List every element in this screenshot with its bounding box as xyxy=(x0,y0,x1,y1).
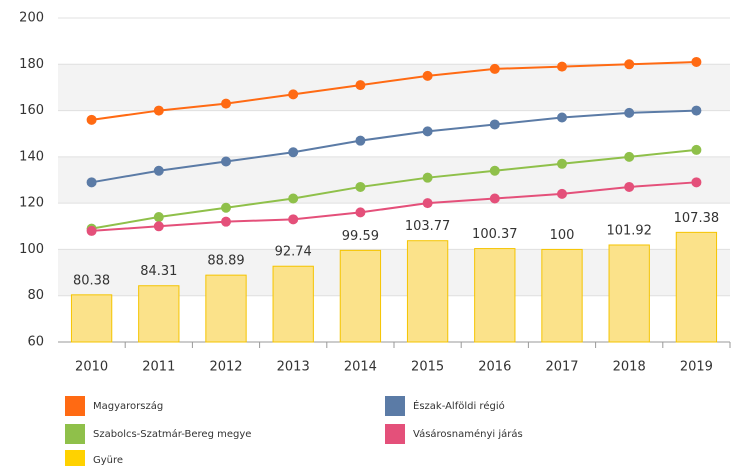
x-tick-label: 2019 xyxy=(680,360,713,375)
bar xyxy=(474,248,516,343)
line-point xyxy=(624,59,635,70)
x-tick-label: 2013 xyxy=(277,360,310,375)
y-tick-label: 80 xyxy=(27,288,44,303)
line-point xyxy=(86,177,97,188)
line-point xyxy=(221,202,231,213)
y-tick-label: 160 xyxy=(19,103,44,118)
line-point xyxy=(288,193,299,204)
line-point xyxy=(489,63,500,74)
line-point xyxy=(691,177,702,188)
line-point xyxy=(288,147,299,158)
bar xyxy=(70,294,113,343)
bar-value-label: 107.38 xyxy=(674,211,720,226)
bar xyxy=(138,285,180,343)
line-point xyxy=(86,225,97,236)
legend-swatch xyxy=(65,424,85,444)
legend-swatch xyxy=(385,424,405,444)
line-point xyxy=(153,105,164,116)
x-tick-label: 2017 xyxy=(545,360,578,375)
plot-band xyxy=(58,64,730,111)
line-point xyxy=(489,119,500,130)
bar-value-label: 103.77 xyxy=(405,219,451,234)
bar-value-label: 80.38 xyxy=(73,273,110,288)
legend-label: Magyarország xyxy=(93,400,163,412)
bar-value-label: 101.92 xyxy=(606,223,652,238)
legend-swatch xyxy=(65,396,85,416)
line-series xyxy=(91,148,697,230)
line-point xyxy=(355,181,366,192)
legend-label: Vásárosnaményi járás xyxy=(413,428,523,440)
bar-value-label: 100.37 xyxy=(472,227,518,242)
line-point xyxy=(355,80,366,91)
line-point xyxy=(624,181,635,192)
legend-label: Észak-Alföldi régió xyxy=(413,399,505,412)
line-series xyxy=(91,181,697,232)
line-point xyxy=(422,126,433,137)
y-tick-label: 180 xyxy=(19,57,44,72)
x-tick-label: 2010 xyxy=(75,360,108,375)
line-point xyxy=(355,207,366,218)
x-tick-label: 2011 xyxy=(142,360,175,375)
x-tick-label: 2014 xyxy=(344,360,377,375)
line-point xyxy=(691,105,702,116)
line-point xyxy=(221,156,231,167)
line-point xyxy=(557,158,567,169)
y-tick-label: 60 xyxy=(27,335,44,350)
bar-value-label: 84.31 xyxy=(140,264,177,279)
bar-value-label: 88.89 xyxy=(207,254,244,269)
line-point xyxy=(86,114,97,125)
bar xyxy=(339,249,382,343)
line-series xyxy=(91,60,697,121)
x-tick-label: 2015 xyxy=(411,360,444,375)
legend-swatch xyxy=(385,396,405,416)
bar-value-label: 92.74 xyxy=(275,245,312,260)
line-point xyxy=(557,188,567,199)
legend-label: Szabolcs-Szatmár-Bereg megye xyxy=(93,428,251,440)
line-point xyxy=(691,56,702,67)
line-point xyxy=(153,221,164,232)
legend-swatch xyxy=(65,450,85,466)
line-point xyxy=(288,89,299,100)
x-tick-label: 2012 xyxy=(209,360,242,375)
line-point xyxy=(153,165,164,176)
line-point xyxy=(557,61,567,72)
x-tick-label: 2016 xyxy=(478,360,511,375)
line-point xyxy=(489,193,500,204)
bar xyxy=(608,244,650,343)
bar xyxy=(205,274,247,343)
line-point xyxy=(489,165,500,176)
y-tick-label: 140 xyxy=(19,149,44,164)
y-tick-label: 200 xyxy=(19,11,44,26)
y-tick-label: 120 xyxy=(19,196,44,211)
line-point xyxy=(221,216,231,227)
x-tick-label: 2018 xyxy=(613,360,646,375)
line-point xyxy=(624,107,635,118)
line-point xyxy=(422,172,433,183)
line-point xyxy=(221,98,231,109)
bar-value-label: 99.59 xyxy=(342,229,379,244)
line-point xyxy=(288,214,299,225)
line-point xyxy=(691,144,702,155)
line-point xyxy=(624,151,635,162)
line-series xyxy=(91,109,697,184)
line-point xyxy=(153,212,164,223)
bar xyxy=(272,265,314,343)
line-point xyxy=(422,198,433,209)
bar-value-label: 100 xyxy=(550,228,575,243)
line-point xyxy=(355,135,366,146)
line-point xyxy=(557,112,567,123)
bar xyxy=(675,231,718,343)
plot-band xyxy=(58,156,730,204)
bar xyxy=(406,240,449,343)
line-point xyxy=(422,70,433,81)
y-tick-label: 100 xyxy=(19,242,44,257)
legend-label: Gyüre xyxy=(93,455,123,466)
bar xyxy=(541,248,583,343)
